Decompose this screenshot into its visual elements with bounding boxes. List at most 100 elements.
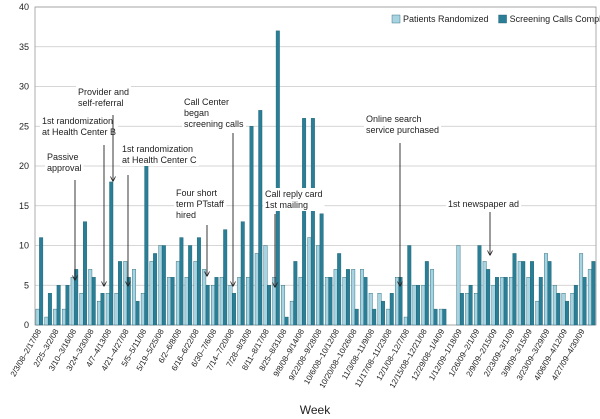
y-tick-label: 10 [19,241,29,251]
annotation-bg [45,151,84,174]
bar [386,308,391,326]
bar [579,253,584,326]
bar [249,126,254,326]
bar [587,269,592,326]
bar [319,213,324,326]
annotation-text: 1st randomization [122,144,193,154]
bar [109,181,114,326]
y-tick-label: 30 [19,82,29,92]
bar [298,277,303,326]
bar [591,261,596,326]
bar [307,237,312,326]
bar [381,300,385,326]
annotation: 1st newspaper ad [448,199,519,209]
bar [486,269,491,326]
bar [56,285,61,326]
bar [39,237,44,326]
bar [310,118,315,326]
bar [526,277,531,326]
bar [170,277,175,326]
annotation-text: began [184,108,209,118]
bar [354,308,359,326]
bar [535,300,540,326]
bar [272,277,277,326]
bar [403,316,408,326]
bar [114,293,119,326]
bar [491,285,496,326]
bar [83,221,87,326]
bar [477,245,482,326]
bar [123,261,128,326]
annotation-text: Provider and [78,87,129,97]
bar [430,269,435,326]
bar [407,245,412,326]
bar [140,293,145,326]
bar [281,285,286,326]
bar [240,221,245,326]
bar [337,253,342,326]
plot-border [34,6,597,326]
bar [153,253,158,326]
y-tick-label: 0 [24,320,29,330]
bar [70,277,75,326]
bar [161,245,166,326]
annotation-bg [446,198,522,210]
bar [570,293,575,326]
bar [214,277,219,326]
bar [74,269,79,326]
annotation-bg [364,113,442,136]
bar [132,269,137,326]
bar [219,277,224,326]
bar [293,261,298,326]
bar [184,277,189,326]
annotation-text: 1st randomization [42,116,113,126]
bar [118,261,122,326]
bar [372,308,377,326]
bar [503,277,508,326]
bar [561,293,566,326]
bar [494,277,499,326]
bar [512,253,517,326]
bar [188,245,193,326]
bar [521,261,526,326]
bar [389,293,394,326]
bar [91,277,96,326]
bar [342,277,347,326]
bar [158,245,163,326]
annotation-bg [120,143,200,166]
annotation-text: Online search [366,114,422,124]
y-tick-label: 40 [19,2,29,12]
bar [88,269,93,326]
bar [149,261,154,326]
legend-label: Patients Randomized [403,14,489,24]
annotation-bg [263,188,325,211]
bar [263,245,268,326]
y-tick-label: 5 [24,280,29,290]
bar [205,285,210,326]
annotation-bg [174,187,227,221]
bar [517,261,522,326]
bar [500,277,505,326]
bar [254,253,259,326]
annotation-text: service purchased [366,125,439,135]
bar [61,308,66,326]
bar [456,245,461,326]
annotation-text: hired [176,210,196,220]
bar [65,285,70,326]
bar [468,285,473,326]
bar [473,293,478,326]
annotation-text: term PTstaff [176,199,224,209]
bar [556,293,561,326]
annotation-text: Four short [176,188,218,198]
bar [368,293,373,326]
bar [416,285,421,326]
